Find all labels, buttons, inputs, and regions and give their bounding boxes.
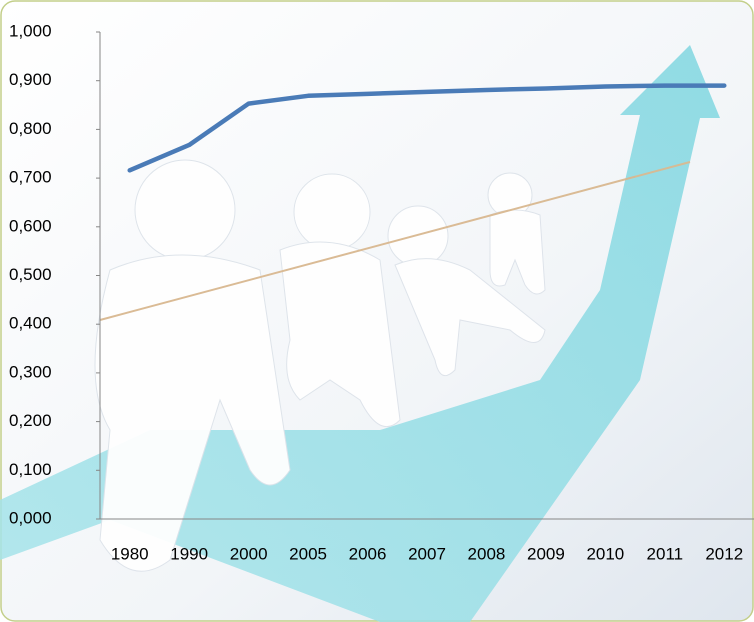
x-tick-label: 2005 [289,544,327,563]
y-tick-label: 0,300 [9,362,52,381]
y-tick-label: 0,100 [9,460,52,479]
x-tick-label: 2006 [349,544,387,563]
y-tick-label: 0,700 [9,168,52,187]
y-tick-label: 0,900 [9,70,52,89]
y-tick-label: 0,500 [9,265,52,284]
y-tick-label: 0,400 [9,314,52,333]
x-tick-label: 2008 [468,544,506,563]
y-tick-label: 0,200 [9,411,52,430]
x-tick-label: 1990 [170,544,208,563]
decorative-figures [94,159,691,572]
x-tick-label: 2009 [527,544,565,563]
x-tick-label: 1980 [111,544,149,563]
x-tick-label: 2011 [647,544,684,563]
x-tick-label: 2010 [586,544,624,563]
x-tick-label: 2000 [230,544,268,563]
x-tick-label: 2012 [705,544,743,563]
y-tick-label: 1,000 [9,21,52,40]
x-tick-label: 2007 [408,544,446,563]
y-tick-label: 0,800 [9,119,52,138]
y-tick-label: 0,000 [9,508,52,527]
y-tick-label: 0,600 [9,216,52,235]
line-series [127,83,727,173]
